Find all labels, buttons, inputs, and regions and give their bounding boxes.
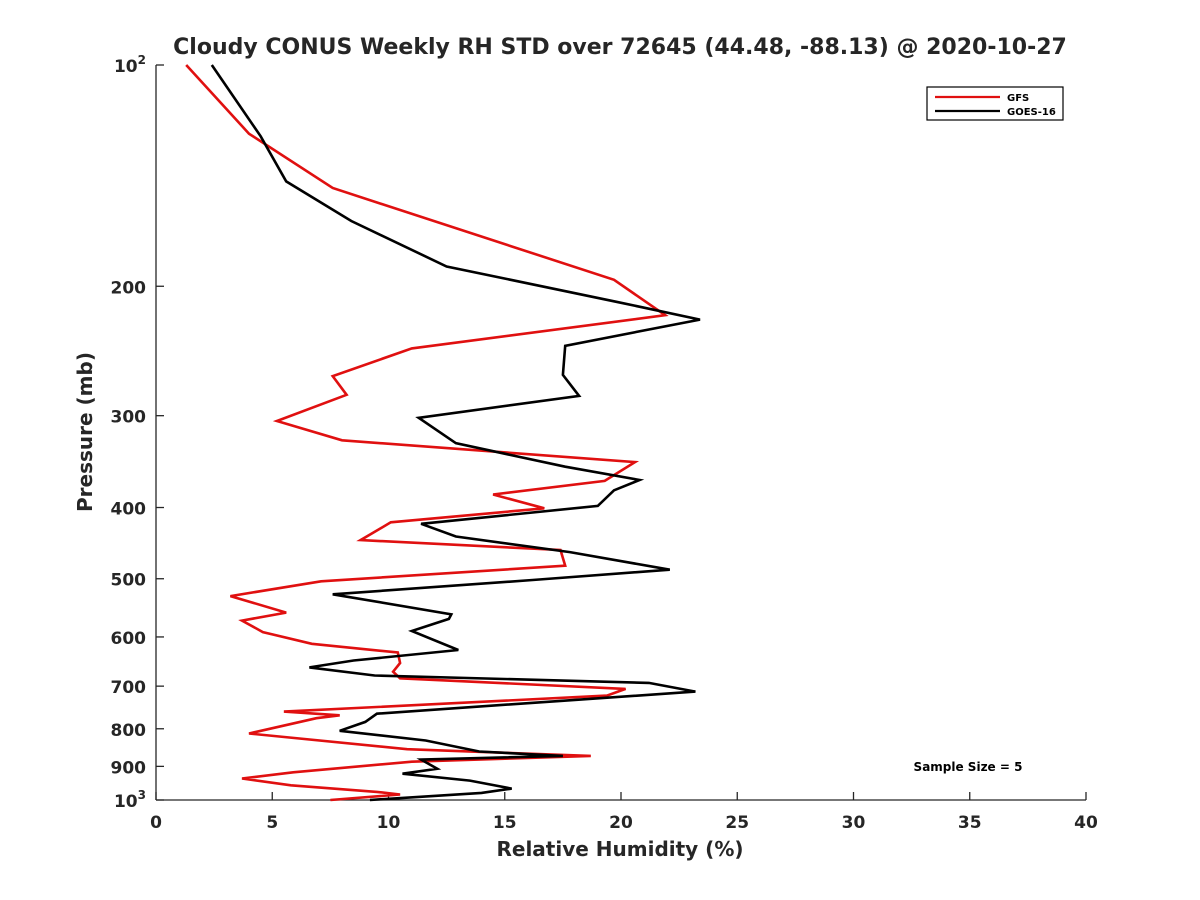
- y-tick-label-6: 700: [111, 678, 147, 698]
- y-tick-label-3: 400: [111, 500, 147, 520]
- x-ticks: 0 5 10 15 20 25 30 35 40: [150, 792, 1098, 833]
- legend-box: [926, 86, 1064, 121]
- x-tick-label-5: 25: [725, 813, 749, 833]
- x-tick-label-4: 20: [609, 813, 633, 833]
- legend: GFS GOES-16: [926, 86, 1064, 121]
- x-tick-label-2: 10: [377, 813, 401, 833]
- x-tick-label-8: 40: [1074, 813, 1098, 833]
- x-tick-label-6: 30: [842, 813, 866, 833]
- sample-size-annotation: Sample Size = 5: [914, 760, 1023, 774]
- y-tick-label-8: 900: [111, 758, 147, 778]
- plot-area: 0 5 10 15 20 25 30 35 40 102 200 300 400 500 600 700 80…: [111, 53, 1098, 833]
- chart-title: Cloudy CONUS Weekly RH STD over 72645 (4…: [173, 35, 1067, 60]
- legend-label-goes16: GOES-16: [1007, 107, 1056, 118]
- y-tick-label-9: 103: [114, 788, 146, 812]
- x-tick-label-0: 0: [150, 813, 162, 833]
- y-tick-label-5: 600: [111, 629, 147, 649]
- x-axis-label: Relative Humidity (%): [496, 837, 743, 861]
- series-line-goes16: [210, 64, 701, 802]
- y-ticks: 102 200 300 400 500 600 700 800 900 103: [111, 53, 164, 812]
- y-axis-label: Pressure (mb): [73, 352, 97, 512]
- series-group: [185, 64, 701, 802]
- y-tick-label-1: 200: [111, 278, 147, 298]
- x-tick-label-3: 15: [493, 813, 517, 833]
- y-tick-label-2: 300: [111, 408, 147, 428]
- x-tick-label-1: 5: [266, 813, 278, 833]
- y-tick-label-7: 800: [111, 721, 147, 741]
- x-tick-label-7: 35: [958, 813, 982, 833]
- y-tick-label-0: 102: [114, 53, 146, 77]
- series-line-gfs: [185, 64, 669, 802]
- y-tick-label-4: 500: [111, 571, 147, 591]
- legend-label-gfs: GFS: [1007, 93, 1029, 104]
